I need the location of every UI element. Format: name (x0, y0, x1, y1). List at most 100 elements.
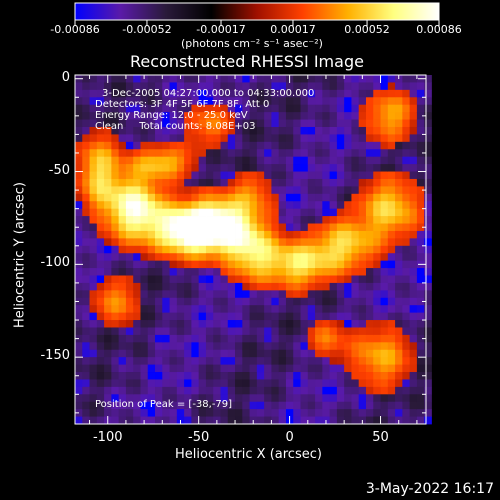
heatmap-cell (184, 245, 192, 254)
heatmap-cell (242, 327, 250, 336)
heatmap-cell (285, 364, 294, 373)
heatmap-cell (285, 193, 294, 202)
heatmap-cell (235, 171, 243, 180)
heatmap-cell (293, 290, 301, 299)
annotation-peak-position: Position of Peak = [-38,-79] (95, 399, 233, 410)
heatmap-cell (104, 164, 112, 172)
heatmap-cell (402, 290, 411, 299)
heatmap-cell (416, 312, 425, 321)
heatmap-cell (409, 193, 418, 202)
heatmap-cell (409, 112, 418, 120)
heatmap-cell (293, 156, 301, 165)
heatmap-cell (205, 178, 214, 187)
heatmap-cell (351, 201, 360, 210)
heatmap-cell (198, 357, 207, 365)
heatmap-cell (140, 386, 149, 395)
heatmap-cell (147, 297, 156, 306)
heatmap-cell (82, 238, 90, 247)
heatmap-cell (351, 164, 360, 172)
heatmap-cell (169, 297, 178, 306)
heatmap-cell (336, 216, 345, 224)
heatmap-cell (155, 193, 163, 202)
heatmap-cell (213, 156, 221, 165)
heatmap-cell (256, 268, 265, 276)
heatmap-cell (104, 112, 112, 120)
heatmap-cell (82, 386, 90, 395)
heatmap-cell (155, 364, 163, 373)
heatmap-cell (315, 104, 323, 113)
heatmap-cell (380, 216, 389, 224)
heatmap-cell (227, 268, 236, 276)
heatmap-cell (169, 134, 178, 143)
heatmap-cell (358, 104, 367, 113)
heatmap-cell (264, 320, 272, 328)
heatmap-cell (358, 349, 367, 358)
heatmap-cell (256, 245, 265, 254)
heatmap-cell (227, 208, 236, 217)
heatmap-cell (169, 104, 178, 113)
heatmap-cell (365, 364, 374, 373)
heatmap-cell (351, 349, 360, 358)
heatmap-cell (264, 401, 272, 410)
heatmap-cell (395, 216, 403, 224)
heatmap-cell (365, 112, 374, 120)
heatmap-cell (155, 334, 163, 343)
heatmap-cell (409, 342, 418, 351)
heatmap-cell (409, 282, 418, 291)
heatmap-cell (409, 364, 418, 373)
heatmap-cell (191, 156, 200, 165)
heatmap-cell (147, 245, 156, 254)
heatmap-cell (235, 89, 243, 98)
heatmap-cell (104, 394, 112, 403)
heatmap-cell (118, 372, 127, 380)
heatmap-cell (380, 334, 389, 343)
heatmap-cell (402, 141, 411, 150)
heatmap-cell (242, 126, 250, 135)
heatmap-cell (329, 223, 338, 232)
heatmap-cell (293, 208, 301, 217)
heatmap-cell (155, 238, 163, 247)
heatmap-cell (169, 208, 178, 217)
heatmap-cell (300, 149, 309, 158)
heatmap-cell (96, 312, 105, 321)
heatmap-cell (373, 104, 381, 113)
heatmap-cell (198, 327, 207, 336)
heatmap-cell (227, 260, 236, 269)
heatmap-cell (409, 245, 418, 254)
heatmap-cell (104, 156, 112, 165)
heatmap-cell (264, 186, 272, 195)
heatmap-cell (315, 416, 323, 425)
heatmap-cell (75, 327, 83, 336)
heatmap-cell (285, 245, 294, 254)
heatmap-cell (380, 82, 389, 91)
heatmap-cell (365, 134, 374, 143)
heatmap-cell (184, 201, 192, 210)
heatmap-cell (315, 141, 323, 150)
heatmap-cell (300, 126, 309, 135)
heatmap-cell (227, 97, 236, 106)
heatmap-cell (220, 164, 229, 172)
heatmap-cell (205, 386, 214, 395)
heatmap-cell (307, 97, 316, 106)
heatmap-cell (300, 216, 309, 224)
heatmap-cell (416, 401, 425, 410)
heatmap-cell (213, 193, 221, 202)
heatmap-cell (329, 119, 338, 128)
heatmap-cell (380, 253, 389, 262)
heatmap-cell (256, 312, 265, 321)
heatmap-cell (213, 201, 221, 210)
heatmap-cell (133, 312, 141, 321)
heatmap-cell (293, 372, 301, 380)
heatmap-cell (162, 193, 170, 202)
heatmap-cell (271, 178, 280, 187)
heatmap-cell (344, 275, 352, 284)
heatmap-cell (125, 104, 134, 113)
heatmap-cell (358, 320, 367, 328)
heatmap-cell (125, 416, 134, 425)
heatmap-cell (351, 104, 360, 113)
heatmap-cell (424, 372, 432, 380)
heatmap-cell (213, 297, 221, 306)
heatmap-cell (278, 178, 287, 187)
heatmap-cell (133, 156, 141, 165)
heatmap-cell (169, 164, 178, 172)
